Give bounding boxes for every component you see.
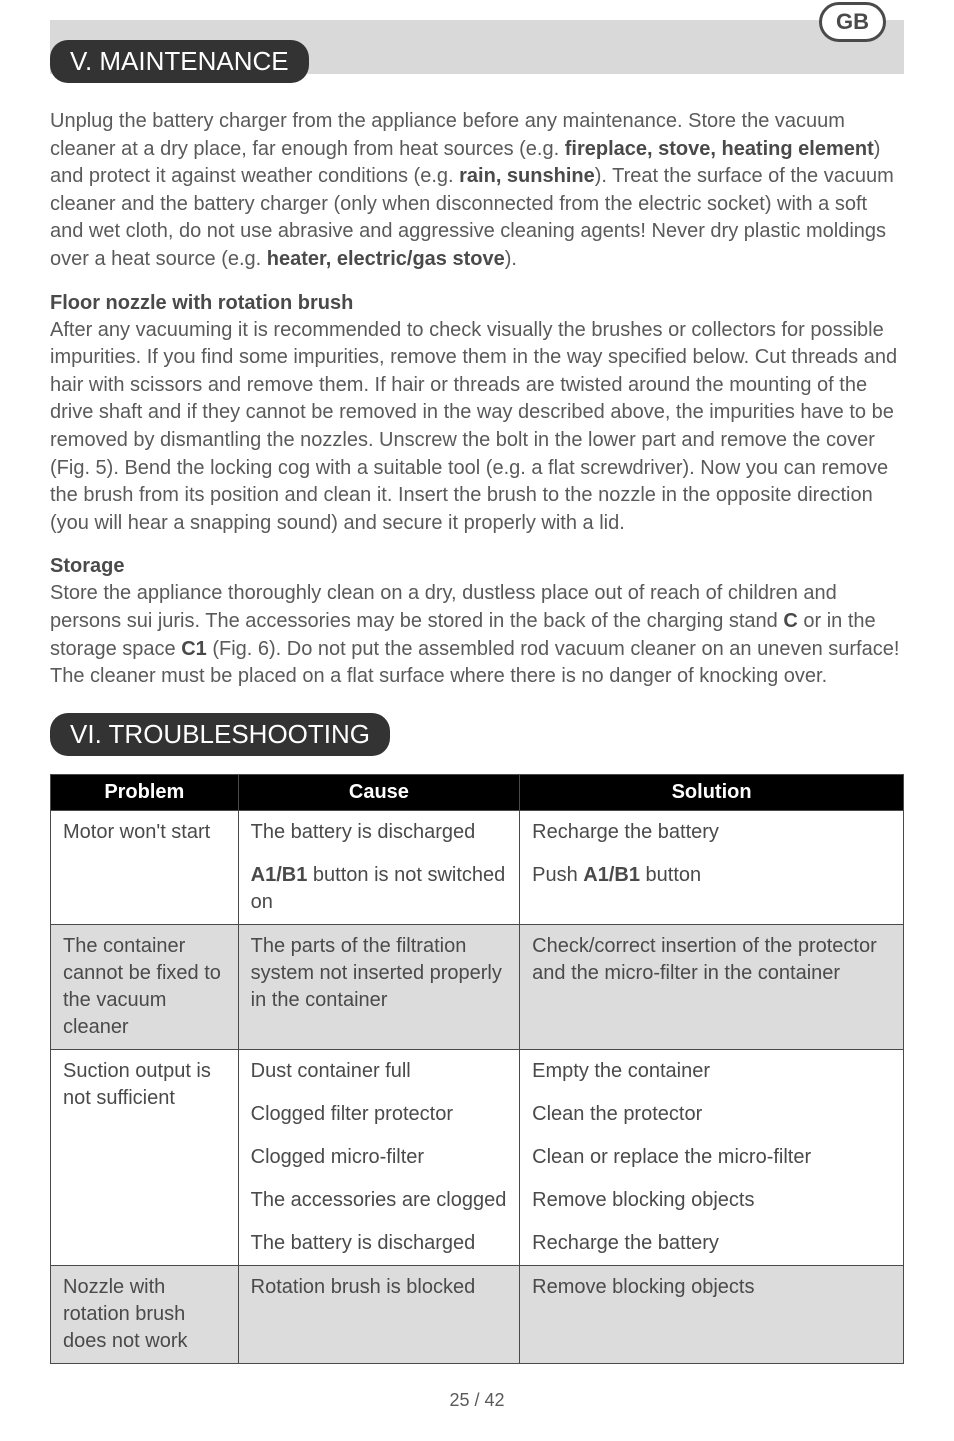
- cell-cause: Clogged filter protector: [238, 1093, 519, 1136]
- col-solution: Solution: [520, 774, 904, 810]
- cell-cause: The parts of the filtration system not i…: [238, 924, 519, 1049]
- cell-solution: Clean the protector: [520, 1093, 904, 1136]
- table-row: The container cannot be fixed to the vac…: [51, 924, 904, 1049]
- floor-nozzle-text: After any vacuuming it is recommended to…: [50, 317, 904, 538]
- maintenance-intro: Unplug the battery charger from the appl…: [50, 108, 904, 274]
- cell-cause: Dust container full: [238, 1049, 519, 1093]
- cell-solution: Clean or replace the micro-filter: [520, 1136, 904, 1179]
- floor-nozzle-heading: Floor nozzle with rotation brush: [50, 292, 904, 315]
- col-cause: Cause: [238, 774, 519, 810]
- storage-text: Store the appliance thoroughly clean on …: [50, 580, 904, 690]
- section-title-maintenance: V. MAINTENANCE: [50, 40, 309, 83]
- section-title-troubleshooting: VI. TROUBLESHOOTING: [50, 713, 390, 756]
- cell-cause: A1/B1 button is not switched on: [238, 854, 519, 925]
- page-number: 25 / 42: [50, 1390, 904, 1411]
- table-row: Motor won't startThe battery is discharg…: [51, 810, 904, 854]
- table-row: Suction output is not sufficientDust con…: [51, 1049, 904, 1093]
- cell-problem: The container cannot be fixed to the vac…: [51, 924, 239, 1049]
- cell-cause: Clogged micro-filter: [238, 1136, 519, 1179]
- cell-solution: Check/correct insertion of the protector…: [520, 924, 904, 1049]
- troubleshooting-table: Problem Cause Solution Motor won't start…: [50, 774, 904, 1364]
- cell-solution: Empty the container: [520, 1049, 904, 1093]
- cell-solution: Recharge the battery: [520, 810, 904, 854]
- cell-cause: The accessories are clogged: [238, 1179, 519, 1222]
- cell-solution: Recharge the battery: [520, 1222, 904, 1266]
- cell-cause: The battery is discharged: [238, 810, 519, 854]
- cell-problem: Nozzle with rotation brush does not work: [51, 1265, 239, 1363]
- table-header-row: Problem Cause Solution: [51, 774, 904, 810]
- cell-problem: Suction output is not sufficient: [51, 1049, 239, 1265]
- cell-cause: Rotation brush is blocked: [238, 1265, 519, 1363]
- cell-cause: The battery is discharged: [238, 1222, 519, 1266]
- col-problem: Problem: [51, 774, 239, 810]
- cell-problem: Motor won't start: [51, 810, 239, 924]
- cell-solution: Remove blocking objects: [520, 1179, 904, 1222]
- table-row: Nozzle with rotation brush does not work…: [51, 1265, 904, 1363]
- cell-solution: Push A1/B1 button: [520, 854, 904, 925]
- cell-solution: Remove blocking objects: [520, 1265, 904, 1363]
- storage-heading: Storage: [50, 555, 904, 578]
- language-badge: GB: [819, 2, 886, 42]
